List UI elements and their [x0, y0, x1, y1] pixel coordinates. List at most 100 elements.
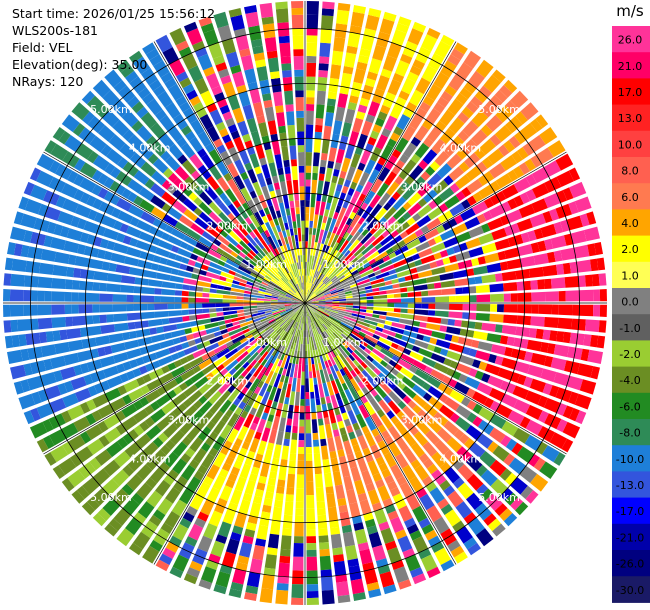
- range-gate: [321, 139, 330, 154]
- range-gate: [480, 124, 493, 137]
- range-gate: [270, 304, 285, 307]
- range-gate: [395, 22, 410, 34]
- range-gate: [366, 309, 374, 314]
- range-gate: [381, 127, 392, 138]
- range-gate: [273, 91, 283, 107]
- range-gate: [268, 318, 276, 324]
- range-gate: [135, 240, 151, 252]
- range-gate: [311, 294, 325, 301]
- range-gate: [343, 231, 350, 240]
- range-gate: [294, 391, 300, 406]
- range-gate: [208, 510, 223, 527]
- range-gate: [543, 398, 561, 414]
- range-gate: [342, 374, 353, 389]
- range-gate: [553, 221, 564, 234]
- range-gate: [382, 55, 397, 72]
- range-gate: [255, 335, 263, 342]
- range-gate: [319, 355, 326, 370]
- range-gate: [466, 388, 476, 399]
- range-gate: [278, 307, 286, 310]
- range-gate: [137, 87, 151, 100]
- range-gate: [226, 324, 241, 332]
- range-gate: [278, 125, 286, 134]
- range-gate: [327, 336, 333, 344]
- range-gate: [293, 350, 298, 358]
- range-gate: [357, 220, 370, 234]
- range-gate: [284, 304, 299, 308]
- colorbar-cell: [612, 445, 650, 472]
- range-gate: [113, 242, 129, 254]
- range-gate: [298, 329, 301, 337]
- range-gate: [179, 241, 189, 250]
- range-gate: [249, 502, 261, 518]
- range-gate: [328, 409, 337, 424]
- range-gate: [179, 487, 194, 505]
- range-gate: [92, 468, 111, 486]
- range-gate: [122, 235, 132, 245]
- range-gate: [476, 433, 493, 449]
- range-gate: [277, 239, 283, 247]
- range-gate: [278, 562, 290, 578]
- range-gate: [195, 175, 210, 191]
- range-gate: [357, 542, 370, 552]
- range-gate: [31, 391, 42, 405]
- range-gate: [236, 340, 250, 351]
- range-gate: [237, 392, 245, 401]
- range-gate: [305, 303, 310, 317]
- range-gate: [456, 148, 468, 160]
- range-gate: [416, 263, 431, 273]
- range-gate: [136, 219, 152, 233]
- range-gate: [167, 235, 183, 247]
- range-gate: [402, 395, 412, 405]
- range-gate: [387, 196, 397, 206]
- range-gate: [451, 335, 460, 343]
- range-gate: [525, 390, 542, 405]
- range-gate: [287, 124, 296, 140]
- range-gate: [298, 152, 305, 166]
- range-gate: [285, 425, 292, 433]
- range-gate: [299, 275, 303, 290]
- colorbar-tick-label: 10.0: [618, 138, 643, 151]
- range-gate: [338, 296, 346, 300]
- range-gate: [320, 316, 332, 326]
- range-gate: [480, 488, 494, 501]
- range-gate: [219, 424, 233, 440]
- range-gate: [474, 276, 483, 284]
- range-gate: [318, 173, 325, 181]
- range-gate: [366, 251, 380, 262]
- range-gate: [397, 16, 412, 27]
- ppi-plot: 1.00km2.00km3.00km4.00km5.00km1.00km2.00…: [3, 1, 607, 605]
- range-gate: [329, 264, 335, 271]
- range-gate: [513, 195, 524, 207]
- range-gate: [303, 268, 305, 283]
- range-gate: [62, 393, 79, 408]
- range-gate: [344, 108, 356, 124]
- range-gate: [333, 37, 346, 52]
- range-gate: [333, 356, 343, 371]
- range-gate: [196, 343, 205, 350]
- range-gate: [209, 293, 223, 299]
- range-gate: [68, 434, 86, 452]
- range-gate: [276, 486, 285, 494]
- range-gate: [497, 304, 504, 313]
- range-gate: [91, 410, 103, 422]
- range-gate: [64, 291, 72, 302]
- range-gate: [318, 250, 325, 265]
- range-gate: [273, 388, 282, 403]
- range-gate: [265, 148, 275, 164]
- range-gate: [366, 525, 378, 535]
- range-gate: [270, 464, 279, 473]
- range-gate: [139, 396, 149, 407]
- range-gate: [341, 122, 352, 137]
- range-gate: [291, 299, 299, 302]
- range-gate: [140, 211, 156, 225]
- range-gate: [256, 252, 264, 260]
- range-gate: [329, 314, 343, 322]
- range-gate: [225, 359, 239, 372]
- range-gate: [531, 304, 539, 314]
- range-gate: [74, 158, 86, 172]
- range-gate: [228, 8, 242, 18]
- range-gate: [65, 279, 73, 290]
- range-gate: [311, 284, 316, 292]
- range-gate: [399, 231, 409, 239]
